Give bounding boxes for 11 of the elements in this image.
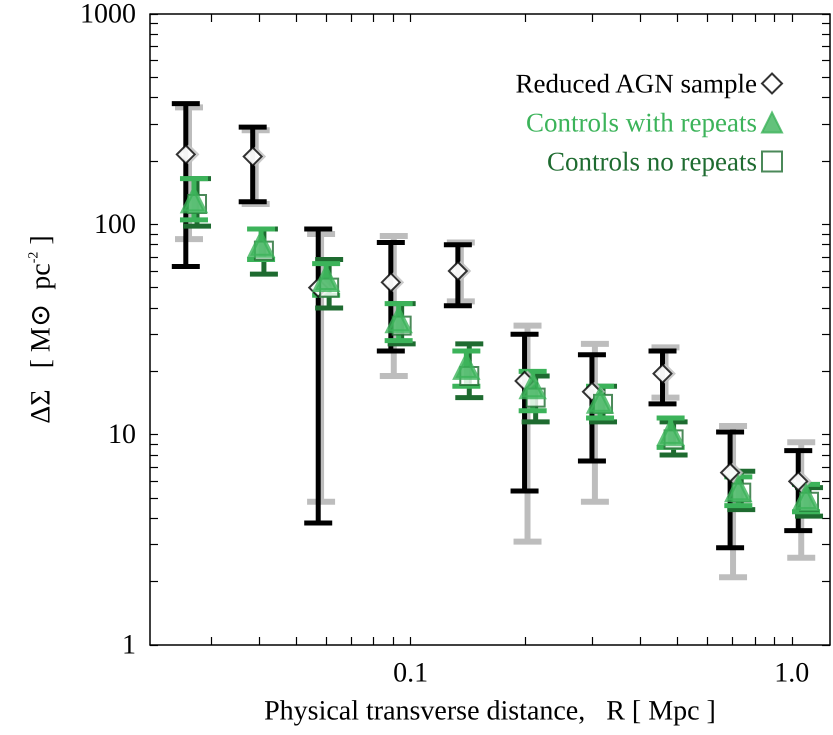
y-tick-label: 1 [122, 630, 136, 660]
legend-label: Reduced AGN sample [516, 68, 758, 98]
legend-label: Controls no repeats [547, 146, 757, 176]
x-axis-title: Physical transverse distance, R [ Mpc ] [264, 696, 716, 726]
y-axis-title: ΔΣ [ M⊙ pc-2 ] [26, 235, 56, 424]
x-tick-label: 1.0 [774, 658, 810, 688]
y-tick-label: 10 [108, 419, 136, 450]
x-tick-label: 0.1 [393, 658, 428, 688]
y-tick-label: 1000 [80, 0, 136, 30]
legend-label: Controls with repeats [526, 108, 757, 138]
y-tick-label: 100 [94, 208, 136, 240]
